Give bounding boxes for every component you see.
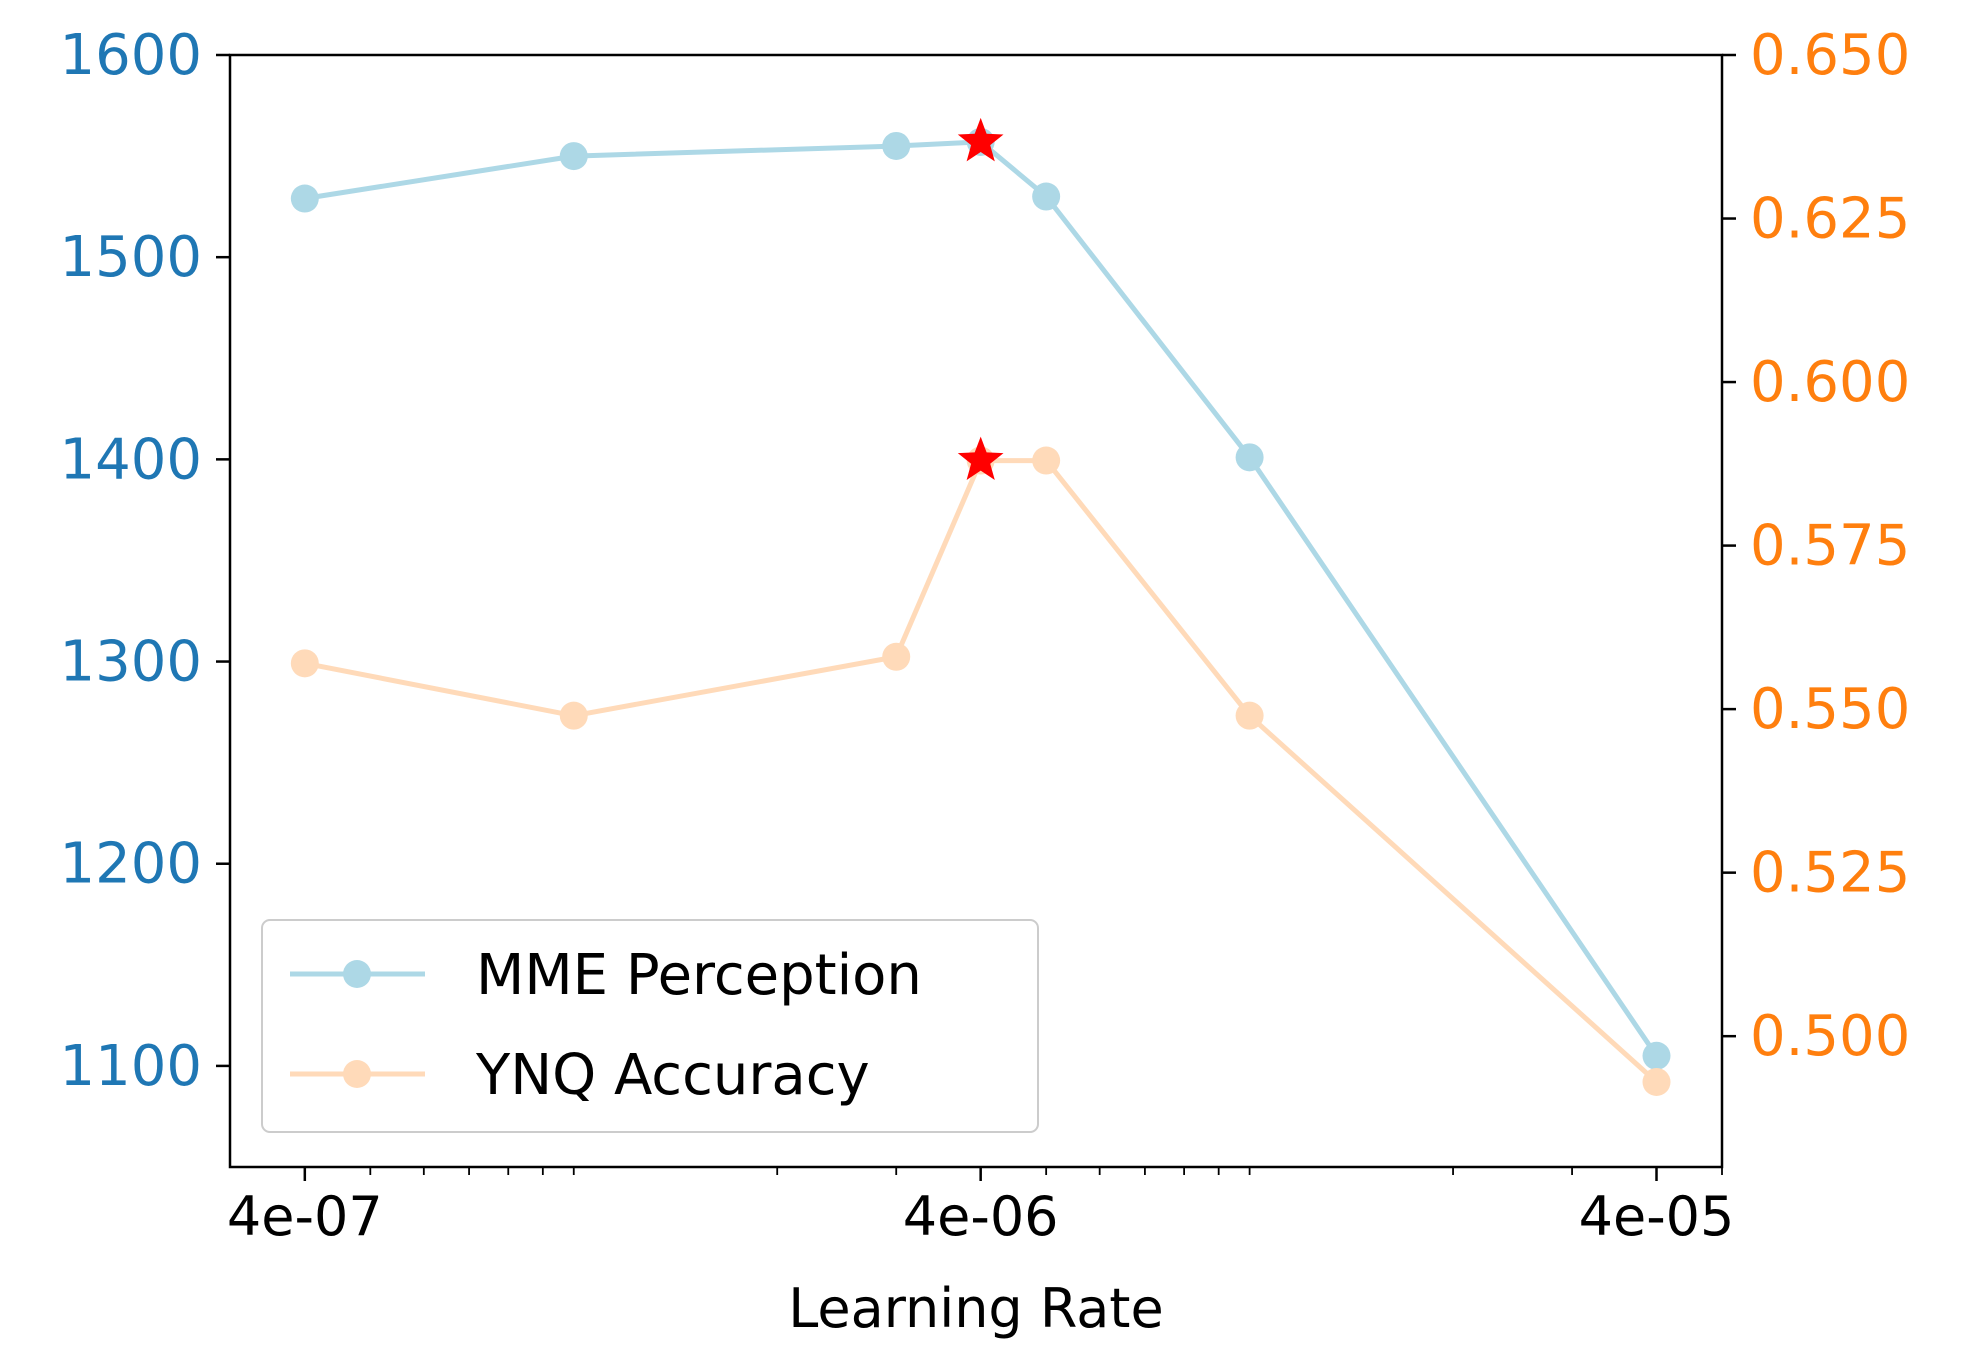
data-point [882, 131, 911, 160]
data-point [290, 649, 319, 678]
y-right-tick-label: 0.525 [1750, 841, 1910, 906]
legend-entry: YNQ Accuracy [290, 1043, 870, 1108]
y-right-tick-label: 0.500 [1750, 1004, 1910, 1069]
y-right-tick-label: 0.550 [1750, 677, 1910, 742]
y-right-tick-label: 0.650 [1750, 23, 1910, 88]
y-right-tick-label: 0.625 [1750, 187, 1910, 252]
x-axis-label: Learning Rate [788, 1277, 1163, 1340]
data-point [1235, 701, 1264, 730]
legend-marker [343, 960, 371, 988]
data-point [1032, 446, 1061, 475]
data-point [1235, 443, 1264, 472]
y-right-tick-label: 0.600 [1750, 350, 1910, 415]
x-tick-label: 4e-06 [903, 1185, 1059, 1248]
x-tick-label: 4e-07 [227, 1185, 383, 1248]
highlight-star-marker [957, 436, 1004, 480]
data-point [290, 184, 319, 213]
data-point [882, 642, 911, 671]
plot-frame [228, 53, 1724, 1169]
x-tick-label: 4e-05 [1579, 1185, 1735, 1248]
data-point [1642, 1041, 1671, 1070]
legend-box [261, 919, 1039, 1133]
data-point [1642, 1067, 1671, 1096]
legend: MME Perception YNQ Accuracy [261, 919, 1039, 1133]
data-point [559, 701, 588, 730]
y-left-tick-label: 1200 [59, 832, 202, 897]
axes-layer: 1100 1200 1300 1400 1500 1600 0.500 0.525 0.550 0… [59, 23, 1910, 1248]
legend-marker [343, 1060, 371, 1088]
y-left-tick-label: 1500 [59, 225, 202, 290]
legend-label: MME Perception [476, 943, 922, 1008]
data-point [1032, 182, 1061, 211]
y-left-tick-label: 1600 [59, 23, 202, 88]
series-layer [290, 117, 1671, 1096]
y-left-tick-label: 1300 [59, 630, 202, 695]
y-left-tick-label: 1100 [59, 1034, 202, 1099]
legend-entry: MME Perception [290, 943, 922, 1008]
data-point [559, 142, 588, 171]
legend-label: YNQ Accuracy [475, 1043, 870, 1108]
y-right-tick-label: 0.575 [1750, 514, 1910, 579]
highlight-star-marker [957, 117, 1004, 162]
y-left-tick-label: 1400 [59, 427, 202, 492]
